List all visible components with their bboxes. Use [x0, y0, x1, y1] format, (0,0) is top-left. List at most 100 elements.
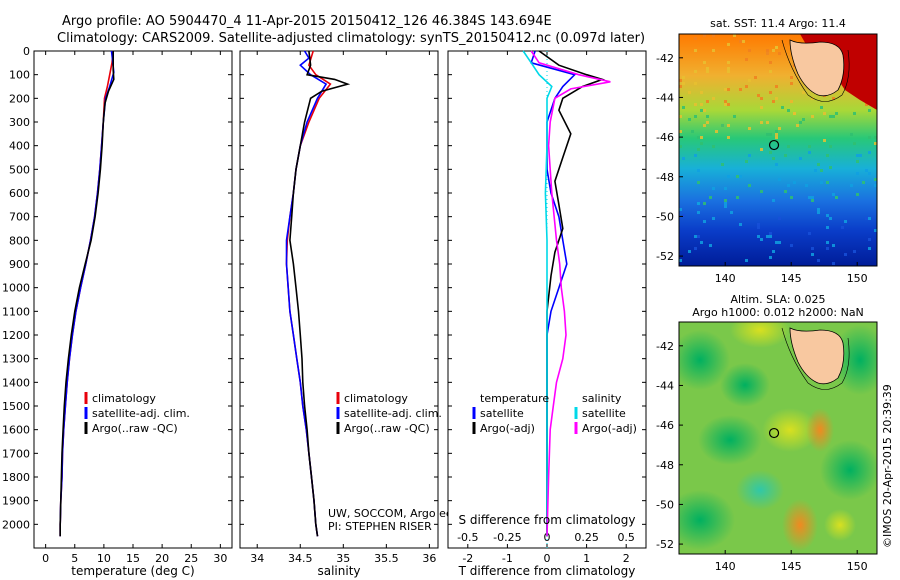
sst-pixel — [868, 247, 871, 250]
sst-pixel — [856, 172, 859, 175]
sst-pixel — [778, 52, 781, 55]
sst-pixel — [715, 130, 718, 133]
sst-pixel — [679, 85, 682, 88]
y-tick-label: 0 — [23, 45, 30, 58]
sst-pixel — [775, 85, 778, 88]
y-tick-label: -52 — [656, 538, 674, 551]
sst-pixel — [811, 115, 814, 118]
sla-blob — [782, 499, 818, 551]
sst-pixel — [874, 136, 877, 139]
sst-pixel — [694, 70, 697, 73]
sst-pixel — [781, 106, 784, 109]
sst-pixel — [790, 244, 793, 247]
sst-pixel — [856, 160, 859, 163]
sst-pixel — [868, 151, 871, 154]
sst-pixel — [826, 214, 829, 217]
pi-text: PI: STEPHEN RISER — [328, 520, 432, 533]
sst-pixel — [724, 187, 727, 190]
sst-pixel — [802, 118, 805, 121]
sst-pixel — [703, 109, 706, 112]
y-tick-label: -52 — [656, 250, 674, 263]
legend-label-satellite: satellite-adj. clim. — [92, 407, 190, 420]
y-tick-label: 1100 — [2, 305, 30, 318]
y-tick-label: 300 — [9, 116, 30, 129]
sst-pixel — [679, 145, 682, 148]
x-tick-label: 35 — [336, 552, 350, 565]
sst-pixel — [832, 97, 835, 100]
sst-pixel — [688, 118, 691, 121]
difference-legend: temperature satellite Argo(-adj) salinit… — [472, 392, 637, 435]
sst-pixel — [712, 49, 715, 52]
series-line-satellite — [530, 50, 577, 537]
sst-pixel — [826, 181, 829, 184]
sst-pixel — [820, 106, 823, 109]
sst-pixel — [766, 235, 769, 238]
sla-blob — [806, 408, 834, 452]
sst-pixel — [853, 250, 856, 253]
sst-pixel — [790, 100, 793, 103]
sst-pixel — [766, 121, 769, 124]
sst-pixel — [796, 124, 799, 127]
sla-blob — [679, 330, 730, 390]
sst-pixel — [745, 85, 748, 88]
sst-pixel — [760, 97, 763, 100]
argo-location-marker — [768, 427, 780, 439]
y-tick-label: 900 — [9, 258, 30, 271]
y-tick-label: 1600 — [2, 424, 30, 437]
sst-pixel — [775, 163, 778, 166]
sst-pixel — [772, 100, 775, 103]
sst-pixel — [727, 136, 730, 139]
sst-pixel — [712, 145, 715, 148]
watermark-text: ©IMOS 20-Apr-2015 20:39:39 — [881, 384, 894, 548]
x-tick-label: 20 — [155, 552, 169, 565]
sst-pixel — [856, 154, 859, 157]
sst-pixel — [700, 142, 703, 145]
sst-pixel — [694, 103, 697, 106]
sst-pixel — [826, 247, 829, 250]
sst-pixel — [868, 217, 871, 220]
sst-pixel — [694, 82, 697, 85]
y-tick-label: 1500 — [2, 400, 30, 413]
sst-pixel — [802, 91, 805, 94]
series-line-argo-adj- — [538, 50, 605, 537]
sla-blob — [730, 322, 790, 348]
sst-pixel — [709, 244, 712, 247]
sst-pixel — [700, 91, 703, 94]
sst-pixel — [727, 175, 730, 178]
x-tick-label: 35.5 — [374, 552, 399, 565]
sst-pixel — [775, 46, 778, 49]
sst-pixel — [748, 79, 751, 82]
sst-pixel — [784, 154, 787, 157]
sst-pixel — [727, 124, 730, 127]
sla-map-image — [679, 322, 877, 554]
figure-title-line1: Argo profile: AO 5904470_4 11-Apr-2015 2… — [62, 14, 552, 29]
sst-pixel — [844, 253, 847, 256]
sst-pixel — [712, 187, 715, 190]
sst-pixel — [769, 232, 772, 235]
sst-map-image — [679, 34, 877, 266]
difference-xlabel-top: S difference from climatology — [459, 513, 636, 527]
sst-pixel — [775, 241, 778, 244]
sst-pixel — [697, 235, 700, 238]
sst-pixel — [817, 259, 820, 262]
x-tick-label: 1 — [583, 552, 590, 565]
sst-pixel — [679, 208, 682, 211]
sst-noise — [679, 34, 877, 265]
sst-pixel — [697, 202, 700, 205]
sst-pixel — [703, 61, 706, 64]
x-tick-label: 15 — [126, 552, 140, 565]
sst-pixel — [682, 106, 685, 109]
y-tick-label: -44 — [656, 91, 674, 104]
sst-pixel — [772, 157, 775, 160]
x-tick-label: 145 — [781, 560, 802, 573]
sst-pixel — [817, 211, 820, 214]
legend-label-temp-satellite: satellite — [480, 407, 524, 420]
x-tick-label: -2 — [462, 552, 473, 565]
sst-pixel — [829, 166, 832, 169]
sst-pixel — [706, 121, 709, 124]
sst-pixel — [694, 115, 697, 118]
sst-pixel — [700, 109, 703, 112]
sst-pixel — [874, 178, 877, 181]
sst-pixel — [820, 181, 823, 184]
sst-pixel — [856, 193, 859, 196]
